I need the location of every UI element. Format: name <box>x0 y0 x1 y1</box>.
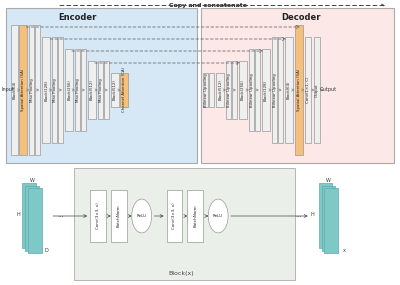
Text: Max Pooling: Max Pooling <box>99 78 103 102</box>
Bar <box>249 49 254 131</box>
Bar <box>324 188 338 253</box>
Text: ReLU: ReLU <box>137 214 147 218</box>
Bar <box>111 73 119 107</box>
Text: Block(128): Block(128) <box>264 80 268 101</box>
Bar <box>322 186 336 251</box>
Bar <box>75 49 80 131</box>
Bar <box>239 61 247 119</box>
Text: W: W <box>30 178 35 182</box>
Bar <box>88 61 96 119</box>
Text: ...: ... <box>295 212 302 218</box>
Text: Conv(3×3, x): Conv(3×3, x) <box>96 203 100 229</box>
Bar <box>52 37 57 143</box>
Bar <box>255 49 260 131</box>
Text: ReLU: ReLU <box>213 214 223 218</box>
Text: Block(256): Block(256) <box>241 80 245 100</box>
Text: Block(512): Block(512) <box>113 80 117 101</box>
Text: Conv(3×3, x): Conv(3×3, x) <box>172 203 176 229</box>
Text: Bilinear Upooling: Bilinear Upooling <box>250 73 254 107</box>
Text: Block(x): Block(x) <box>168 272 194 276</box>
Ellipse shape <box>132 199 152 233</box>
Text: Block(512): Block(512) <box>218 80 222 101</box>
Bar <box>272 37 277 143</box>
Bar <box>232 61 237 119</box>
Bar <box>216 73 224 107</box>
Bar <box>187 190 203 242</box>
Bar <box>74 168 295 280</box>
Text: Max Pooling: Max Pooling <box>30 78 34 102</box>
Text: Encoder: Encoder <box>58 13 96 21</box>
Bar <box>295 25 303 155</box>
Bar <box>278 37 283 143</box>
Bar <box>209 73 214 107</box>
Bar <box>20 25 28 155</box>
Text: ...: ... <box>57 212 64 218</box>
Bar <box>226 61 231 119</box>
Bar <box>166 190 182 242</box>
Bar <box>98 61 103 119</box>
Text: Spatial Attention (SA): Spatial Attention (SA) <box>297 69 301 111</box>
Bar <box>28 188 42 253</box>
Bar <box>35 25 40 155</box>
Bar <box>42 37 50 143</box>
Text: Block(128): Block(128) <box>44 80 48 101</box>
Bar <box>29 25 34 155</box>
Bar <box>111 190 127 242</box>
Bar <box>90 190 106 242</box>
Bar <box>58 37 63 143</box>
Bar <box>22 183 36 248</box>
Text: Block(512): Block(512) <box>90 80 94 101</box>
Text: BatchNorm: BatchNorm <box>117 205 121 227</box>
Bar <box>81 49 86 131</box>
Text: Block(64): Block(64) <box>287 81 291 99</box>
Text: D: D <box>44 249 48 253</box>
Text: Decoder: Decoder <box>281 13 320 21</box>
Text: Output: Output <box>314 83 318 97</box>
Text: Conv(1×1, C): Conv(1×1, C) <box>306 77 310 103</box>
Text: H: H <box>311 213 314 217</box>
Bar <box>6 8 197 163</box>
Text: Output: Output <box>320 87 337 93</box>
Text: Block(256): Block(256) <box>67 80 71 100</box>
Text: W: W <box>326 178 331 182</box>
Text: Block(64): Block(64) <box>12 81 16 99</box>
Bar <box>305 37 310 143</box>
Bar <box>318 183 332 248</box>
Text: x: x <box>343 249 346 253</box>
Bar <box>262 49 270 131</box>
Text: Bilinear Upooling: Bilinear Upooling <box>204 73 208 107</box>
Bar <box>314 37 320 143</box>
Bar <box>65 49 73 131</box>
Ellipse shape <box>208 199 228 233</box>
Text: Max Pooling: Max Pooling <box>76 78 80 102</box>
Text: Bilinear Upooling: Bilinear Upooling <box>273 73 277 107</box>
Text: Input: Input <box>1 87 14 93</box>
Text: Bilinear Upooling: Bilinear Upooling <box>227 73 231 107</box>
Text: Channel Attention (CA): Channel Attention (CA) <box>122 68 126 113</box>
Text: H: H <box>16 213 20 217</box>
Bar <box>285 37 293 143</box>
Text: Copy and concatenate: Copy and concatenate <box>169 3 247 8</box>
Bar <box>26 186 39 251</box>
Bar <box>201 8 394 163</box>
Bar <box>203 73 208 107</box>
Text: BatchNorm: BatchNorm <box>193 205 197 227</box>
Text: Max Pooling: Max Pooling <box>53 78 57 102</box>
Bar <box>104 61 109 119</box>
Text: Spatial Attention (SA): Spatial Attention (SA) <box>22 69 26 111</box>
Bar <box>120 73 128 107</box>
Bar <box>10 25 18 155</box>
